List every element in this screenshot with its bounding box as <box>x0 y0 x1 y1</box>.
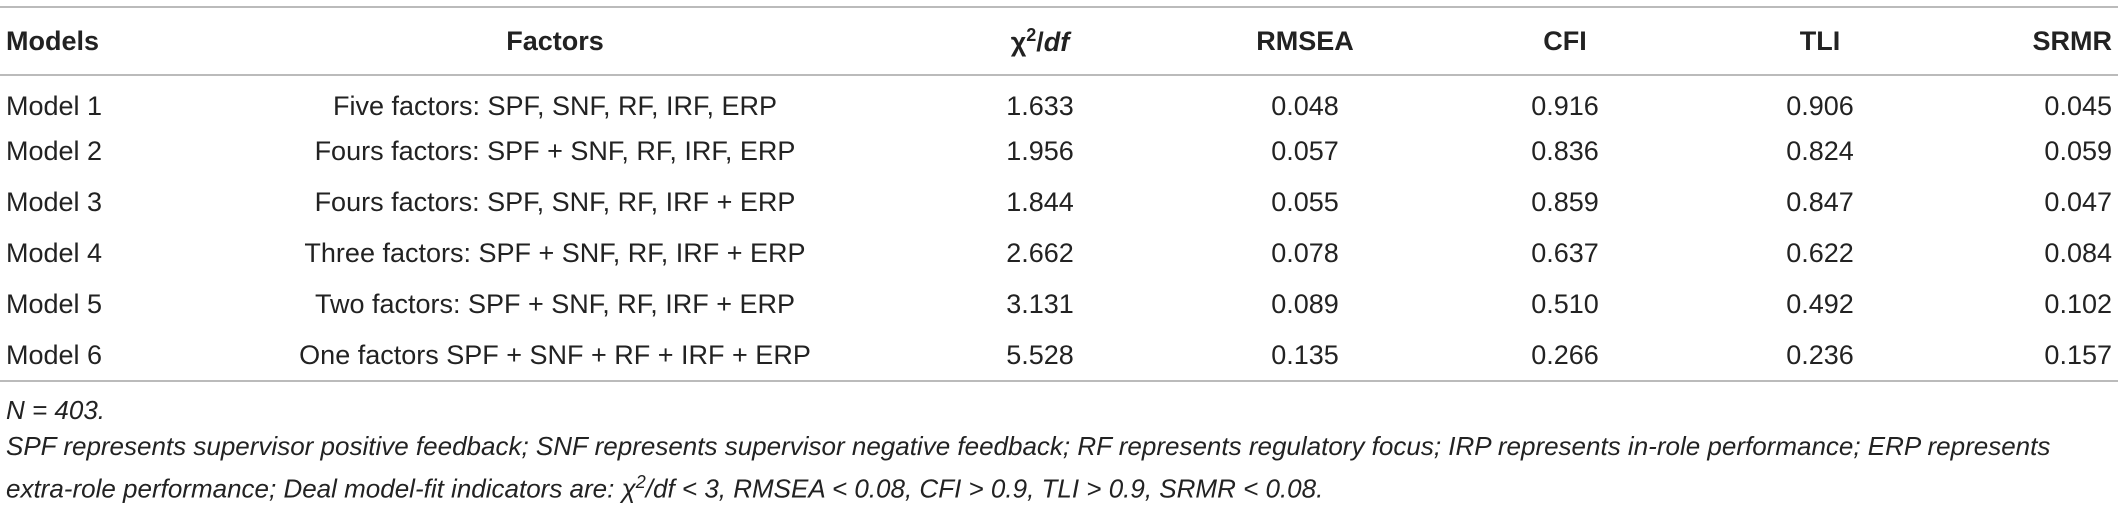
header-cell: RMSEA <box>1256 25 1354 56</box>
table-cell: Model 2 <box>6 136 103 166</box>
table-cell: 0.236 <box>1786 339 1854 370</box>
note: SPF represents supervisor positive feedb… <box>6 428 2106 507</box>
table-cell: Five factors: SPF, SNF, RF, IRF, ERP <box>332 90 778 121</box>
table-cell: 0.078 <box>1271 238 1339 268</box>
header-cell: Factors <box>506 25 604 56</box>
table-cell: 0.102 <box>2044 289 2112 319</box>
header-row: Models Factors χ2/df RMSEA CFI TLI SRMR <box>0 7 2118 75</box>
table-row: Model 3 Fours factors: SPF, SNF, RF, IRF … <box>0 177 2118 228</box>
note: N = 403. <box>6 392 2106 428</box>
table-cell: 0.836 <box>1531 136 1599 166</box>
note-text: 2 <box>635 472 646 492</box>
header-cell: CFI <box>1543 25 1587 56</box>
table-cell: 1.844 <box>1006 187 1074 217</box>
table-cell: 0.916 <box>1531 90 1599 121</box>
table-cell: Model 6 <box>6 339 103 370</box>
table-cell: Model 4 <box>6 238 103 268</box>
table-cell: Fours factors: SPF + SNF, RF, IRF, ERP <box>314 136 796 166</box>
table-body: Model 1 Five factors: SPF, SNF, RF, IRF, … <box>0 75 2118 381</box>
table-cell: 0.047 <box>2044 187 2112 217</box>
table-row: Model 1 Five factors: SPF, SNF, RF, IRF, … <box>0 75 2118 126</box>
table-cell: Model 5 <box>6 289 103 319</box>
table-cell: Fours factors: SPF, SNF, RF, IRF + ERP <box>314 187 796 217</box>
table-row: Model 5 Two factors: SPF + SNF, RF, IRF +… <box>0 279 2118 330</box>
notes: N = 403. SPF represents supervisor positi… <box>6 392 2106 507</box>
table-cell: 0.045 <box>2044 90 2112 121</box>
header-text: df <box>1043 26 1070 57</box>
table-cell: 0.089 <box>1271 289 1339 319</box>
table-cell: 0.824 <box>1786 136 1854 166</box>
table-cell: Three factors: SPF + SNF, RF, IRF + ERP <box>304 238 806 268</box>
header-superscript: 2 <box>1026 24 1037 45</box>
table-cell: One factors SPF + SNF + RF + IRF + ERP <box>299 339 811 370</box>
table-cell: Two factors: SPF + SNF, RF, IRF + ERP <box>314 289 796 319</box>
table-cell: 0.510 <box>1531 289 1599 319</box>
header-cell: Models <box>6 25 100 56</box>
note-text: /df < 3, RMSEA < 0.08, CFI > 0.9, TLI > … <box>645 473 1324 504</box>
header-cell: TLI <box>1799 25 1841 56</box>
table-cell: 0.906 <box>1786 90 1854 121</box>
note-text: N = 403. <box>6 395 106 425</box>
table-cell: 0.135 <box>1271 339 1339 370</box>
table-cell: 0.637 <box>1531 238 1599 268</box>
table-cell: 1.633 <box>1006 90 1074 121</box>
header-cell: SRMR <box>2032 25 2113 56</box>
table-row: Model 4 Three factors: SPF + SNF, RF, IRF… <box>0 228 2118 279</box>
results-table: Models Factors χ2/df RMSEA CFI TLI SRMR Model … <box>0 6 2118 382</box>
table-cell: 0.157 <box>2044 339 2112 370</box>
table-cell: 0.059 <box>2044 136 2112 166</box>
table-cell: Model 3 <box>6 187 103 217</box>
table-cell: 0.847 <box>1786 187 1854 217</box>
table-cell: 0.084 <box>2044 238 2112 268</box>
note-text: SPF represents supervisor positive feedb… <box>6 431 2051 504</box>
table-cell: 0.859 <box>1531 187 1599 217</box>
table-cell: 2.662 <box>1006 238 1074 268</box>
table-cell: 0.492 <box>1786 289 1854 319</box>
table-cell: 3.131 <box>1006 289 1074 319</box>
table-cell: 0.055 <box>1271 187 1339 217</box>
table-cell: 5.528 <box>1006 339 1074 370</box>
table-row: Model 2 Fours factors: SPF + SNF, RF, IRF… <box>0 126 2118 177</box>
table-row: Model 6 One factors SPF + SNF + RF + IRF … <box>0 330 2118 381</box>
table-cell: 0.622 <box>1786 238 1854 268</box>
table-cell: 1.956 <box>1006 136 1074 166</box>
header-text: χ <box>1010 26 1027 57</box>
table-cell: 0.266 <box>1531 339 1599 370</box>
header-cell: χ2/df <box>880 7 1200 75</box>
table-cell: 0.048 <box>1271 90 1339 121</box>
header-text: / <box>1036 26 1044 57</box>
table-cell: 0.057 <box>1271 136 1339 166</box>
table-cell: Model 1 <box>6 90 103 121</box>
